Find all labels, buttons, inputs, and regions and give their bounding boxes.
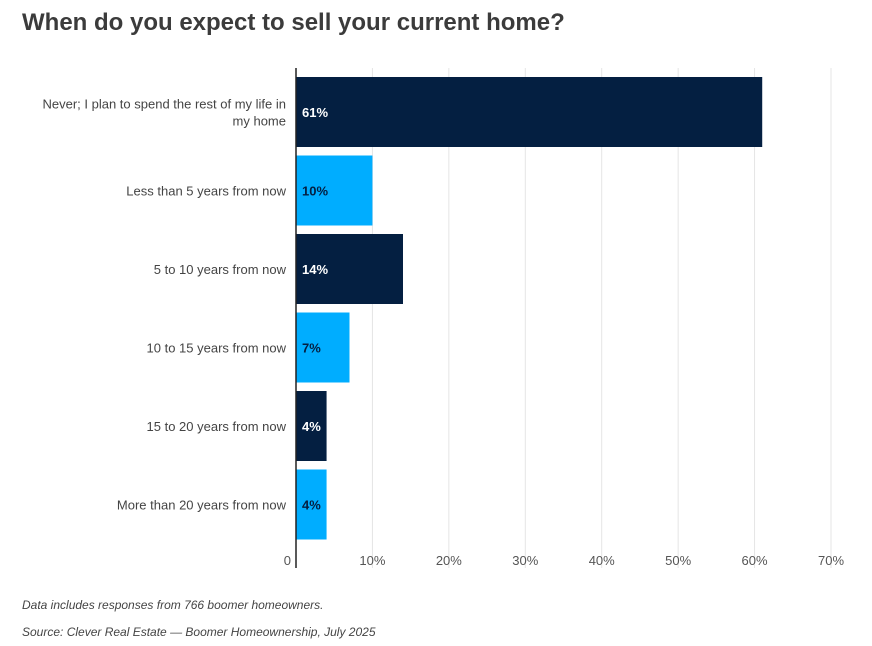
responses-note: Data includes responses from 766 boomer … [22, 598, 324, 612]
bar [296, 234, 403, 304]
category-labels: Never; I plan to spend the rest of my li… [42, 97, 286, 513]
bar [296, 77, 763, 147]
category-label-line: 5 to 10 years from now [154, 262, 287, 277]
category-label-line: More than 20 years from now [117, 498, 287, 513]
bar [296, 312, 350, 383]
category-label: More than 20 years from now [117, 498, 287, 513]
x-tick-label: 50% [665, 553, 691, 568]
x-tick-label: 0 [284, 553, 291, 568]
source-note: Source: Clever Real Estate — Boomer Home… [22, 625, 376, 639]
x-tick-label: 70% [818, 553, 844, 568]
bars [296, 77, 763, 540]
x-tick-label: 20% [436, 553, 462, 568]
x-tick-label: 60% [742, 553, 768, 568]
x-tick-label: 30% [512, 553, 538, 568]
bar-value-label: 61% [302, 105, 328, 120]
category-label: Never; I plan to spend the rest of my li… [42, 97, 286, 129]
bar [296, 469, 327, 540]
category-label-line: my home [233, 114, 286, 129]
category-label-line: Never; I plan to spend the rest of my li… [42, 97, 286, 112]
value-labels: 61% 10% 14% 7% 4% 4% [302, 105, 328, 513]
bar [296, 155, 373, 226]
bar-value-label: 14% [302, 262, 328, 277]
category-label: 5 to 10 years from now [154, 262, 287, 277]
bar-value-label: 10% [302, 184, 328, 199]
category-label-line: Less than 5 years from now [126, 184, 286, 199]
bar-value-label: 4% [302, 498, 321, 513]
tick-labels: 0 10% 20% 30% 40% 50% 60% 70% [284, 553, 845, 568]
category-label: 15 to 20 years from now [147, 419, 287, 434]
chart-title: When do you expect to sell your current … [22, 9, 565, 36]
category-label: 10 to 15 years from now [147, 341, 287, 356]
category-label-line: 15 to 20 years from now [147, 419, 287, 434]
x-tick-label: 10% [359, 553, 385, 568]
category-label-line: 10 to 15 years from now [147, 341, 287, 356]
category-label: Less than 5 years from now [126, 184, 286, 199]
bar-value-label: 4% [302, 419, 321, 434]
bar [296, 391, 327, 461]
x-tick-label: 40% [589, 553, 615, 568]
bar-value-label: 7% [302, 341, 321, 356]
gridlines [371, 68, 832, 568]
